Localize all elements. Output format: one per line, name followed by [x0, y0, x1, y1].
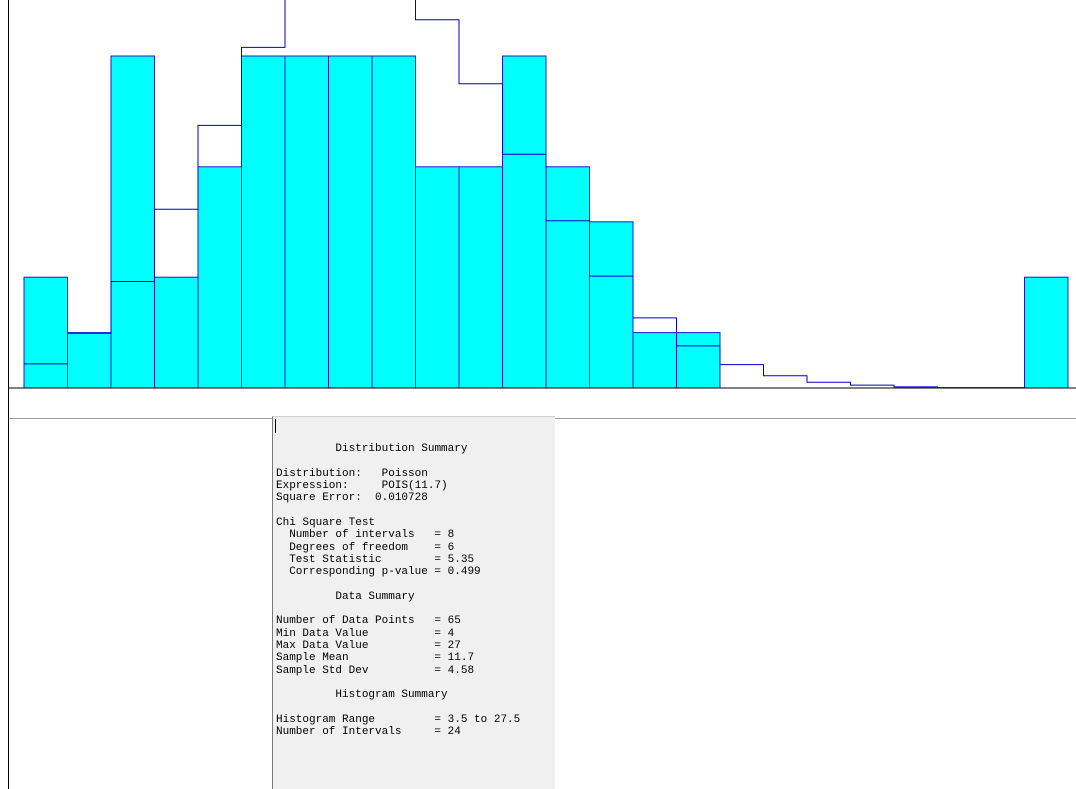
histogram-bar — [241, 55, 286, 389]
histogram-bar — [589, 221, 634, 389]
histogram-bar — [632, 332, 677, 389]
distribution-summary-heading: Distribution Summary — [335, 443, 468, 456]
histogram-bar — [154, 276, 199, 389]
histogram-bar — [197, 166, 242, 389]
histogram-bar — [1024, 276, 1069, 389]
results-pane: Distribution Summary Distribution: Poisso… — [0, 398, 1076, 789]
chi-p-value-row: Corresponding p-value = 0.499 — [276, 566, 481, 579]
histogram-bar — [328, 55, 373, 389]
histogram-bar — [415, 166, 460, 389]
histogram-bar — [502, 55, 547, 389]
expression-row: Expression: POIS(11.7) — [276, 480, 448, 493]
histogram-plot — [9, 0, 1076, 389]
sample-std-row: Sample Std Dev = 4.58 — [276, 664, 475, 677]
max-value-row: Max Data Value = 27 — [276, 640, 461, 653]
summary-text: Distribution Summary Distribution: Poisso… — [273, 417, 555, 763]
text-cursor — [275, 419, 276, 433]
histogram-range-row: Histogram Range = 3.5 to 27.5 — [276, 713, 521, 726]
chi-square-heading: Chi Square Test — [276, 517, 376, 530]
chi-statistic-row: Test Statistic = 5.35 — [276, 553, 475, 566]
histogram-bar — [458, 166, 503, 389]
histogram-chart-pane — [8, 0, 1076, 398]
histogram-bar — [110, 55, 155, 389]
sample-mean-row: Sample Mean = 11.7 — [276, 652, 475, 665]
data-points-row: Number of Data Points = 65 — [276, 615, 461, 628]
square-error-row: Square Error: 0.010728 — [276, 492, 428, 505]
chi-dof-row: Degrees of freedom = 6 — [276, 541, 455, 554]
histogram-bar — [676, 332, 721, 389]
histogram-bar — [545, 166, 590, 389]
fitted-distribution-line — [24, 0, 1068, 389]
histogram-bar — [371, 55, 416, 389]
histogram-summary-heading: Histogram Summary — [335, 689, 448, 702]
data-summary-heading: Data Summary — [335, 590, 415, 603]
histogram-intervals-row: Number of Intervals = 24 — [276, 726, 461, 739]
histogram-bar — [23, 276, 68, 389]
chi-intervals-row: Number of intervals = 8 — [276, 529, 455, 542]
summary-text-panel[interactable]: Distribution Summary Distribution: Poisso… — [272, 416, 555, 789]
pane-border — [8, 398, 9, 789]
min-value-row: Min Data Value = 4 — [276, 627, 455, 640]
histogram-bar — [284, 55, 329, 389]
histogram-bar — [67, 332, 112, 389]
distribution-row: Distribution: Poisson — [276, 467, 428, 480]
